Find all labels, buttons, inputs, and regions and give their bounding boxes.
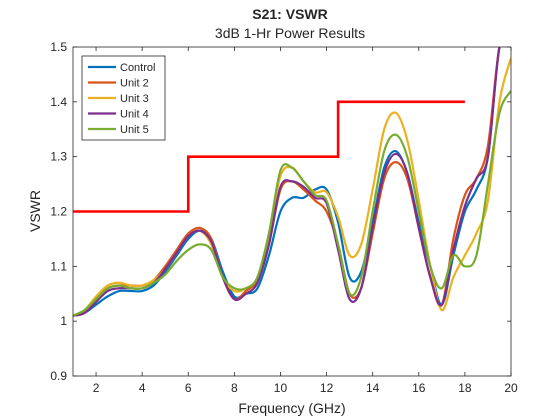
legend-label-unit-5: Unit 5 [120, 124, 149, 136]
legend-label-unit-3: Unit 3 [120, 93, 149, 105]
x-tick-label: 20 [504, 381, 518, 395]
x-tick-label: 18 [458, 381, 472, 395]
x-tick-label: 10 [274, 381, 288, 395]
x-tick-label: 16 [412, 381, 426, 395]
x-tick-label: 2 [93, 381, 100, 395]
series-lines [73, 47, 511, 317]
x-tick-label: 6 [185, 381, 192, 395]
y-tick-label: 1.5 [50, 40, 67, 54]
legend-label-control: Control [120, 62, 155, 74]
legend: Control Unit 2 Unit 3 Unit 4 Unit 5 [81, 55, 166, 141]
y-axis-label: VSWR [27, 190, 43, 232]
x-tick-label: 12 [320, 381, 334, 395]
y-tick-label: 1 [60, 314, 67, 328]
x-tick-label: 4 [139, 381, 146, 395]
limit-line-group [73, 100, 465, 213]
legend-label-unit-2: Unit 2 [120, 78, 149, 90]
x-axis-label: Frequency (GHz) [238, 400, 345, 416]
chart-title: S21: VSWR [252, 6, 327, 22]
x-tick-label: 14 [366, 381, 380, 395]
series-line-unit-5 [73, 90, 511, 317]
limit-line [73, 100, 465, 213]
x-tick-labels: 2 4 6 8 10 12 14 16 18 20 [93, 381, 518, 395]
y-tick-label: 1.1 [50, 259, 67, 273]
plot-frame [72, 46, 512, 377]
y-tick-labels: 0.9 1 1.1 1.2 1.3 1.4 1.5 [50, 40, 67, 383]
legend-label-unit-4: Unit 4 [120, 109, 149, 121]
y-tick-label: 1.4 [50, 95, 67, 109]
y-tick-label: 1.3 [50, 150, 67, 164]
chart-subtitle: 3dB 1-Hr Power Results [215, 25, 365, 41]
y-tick-label: 1.2 [50, 205, 67, 219]
x-tick-label: 8 [231, 381, 238, 395]
y-tick-label: 0.9 [50, 369, 67, 383]
